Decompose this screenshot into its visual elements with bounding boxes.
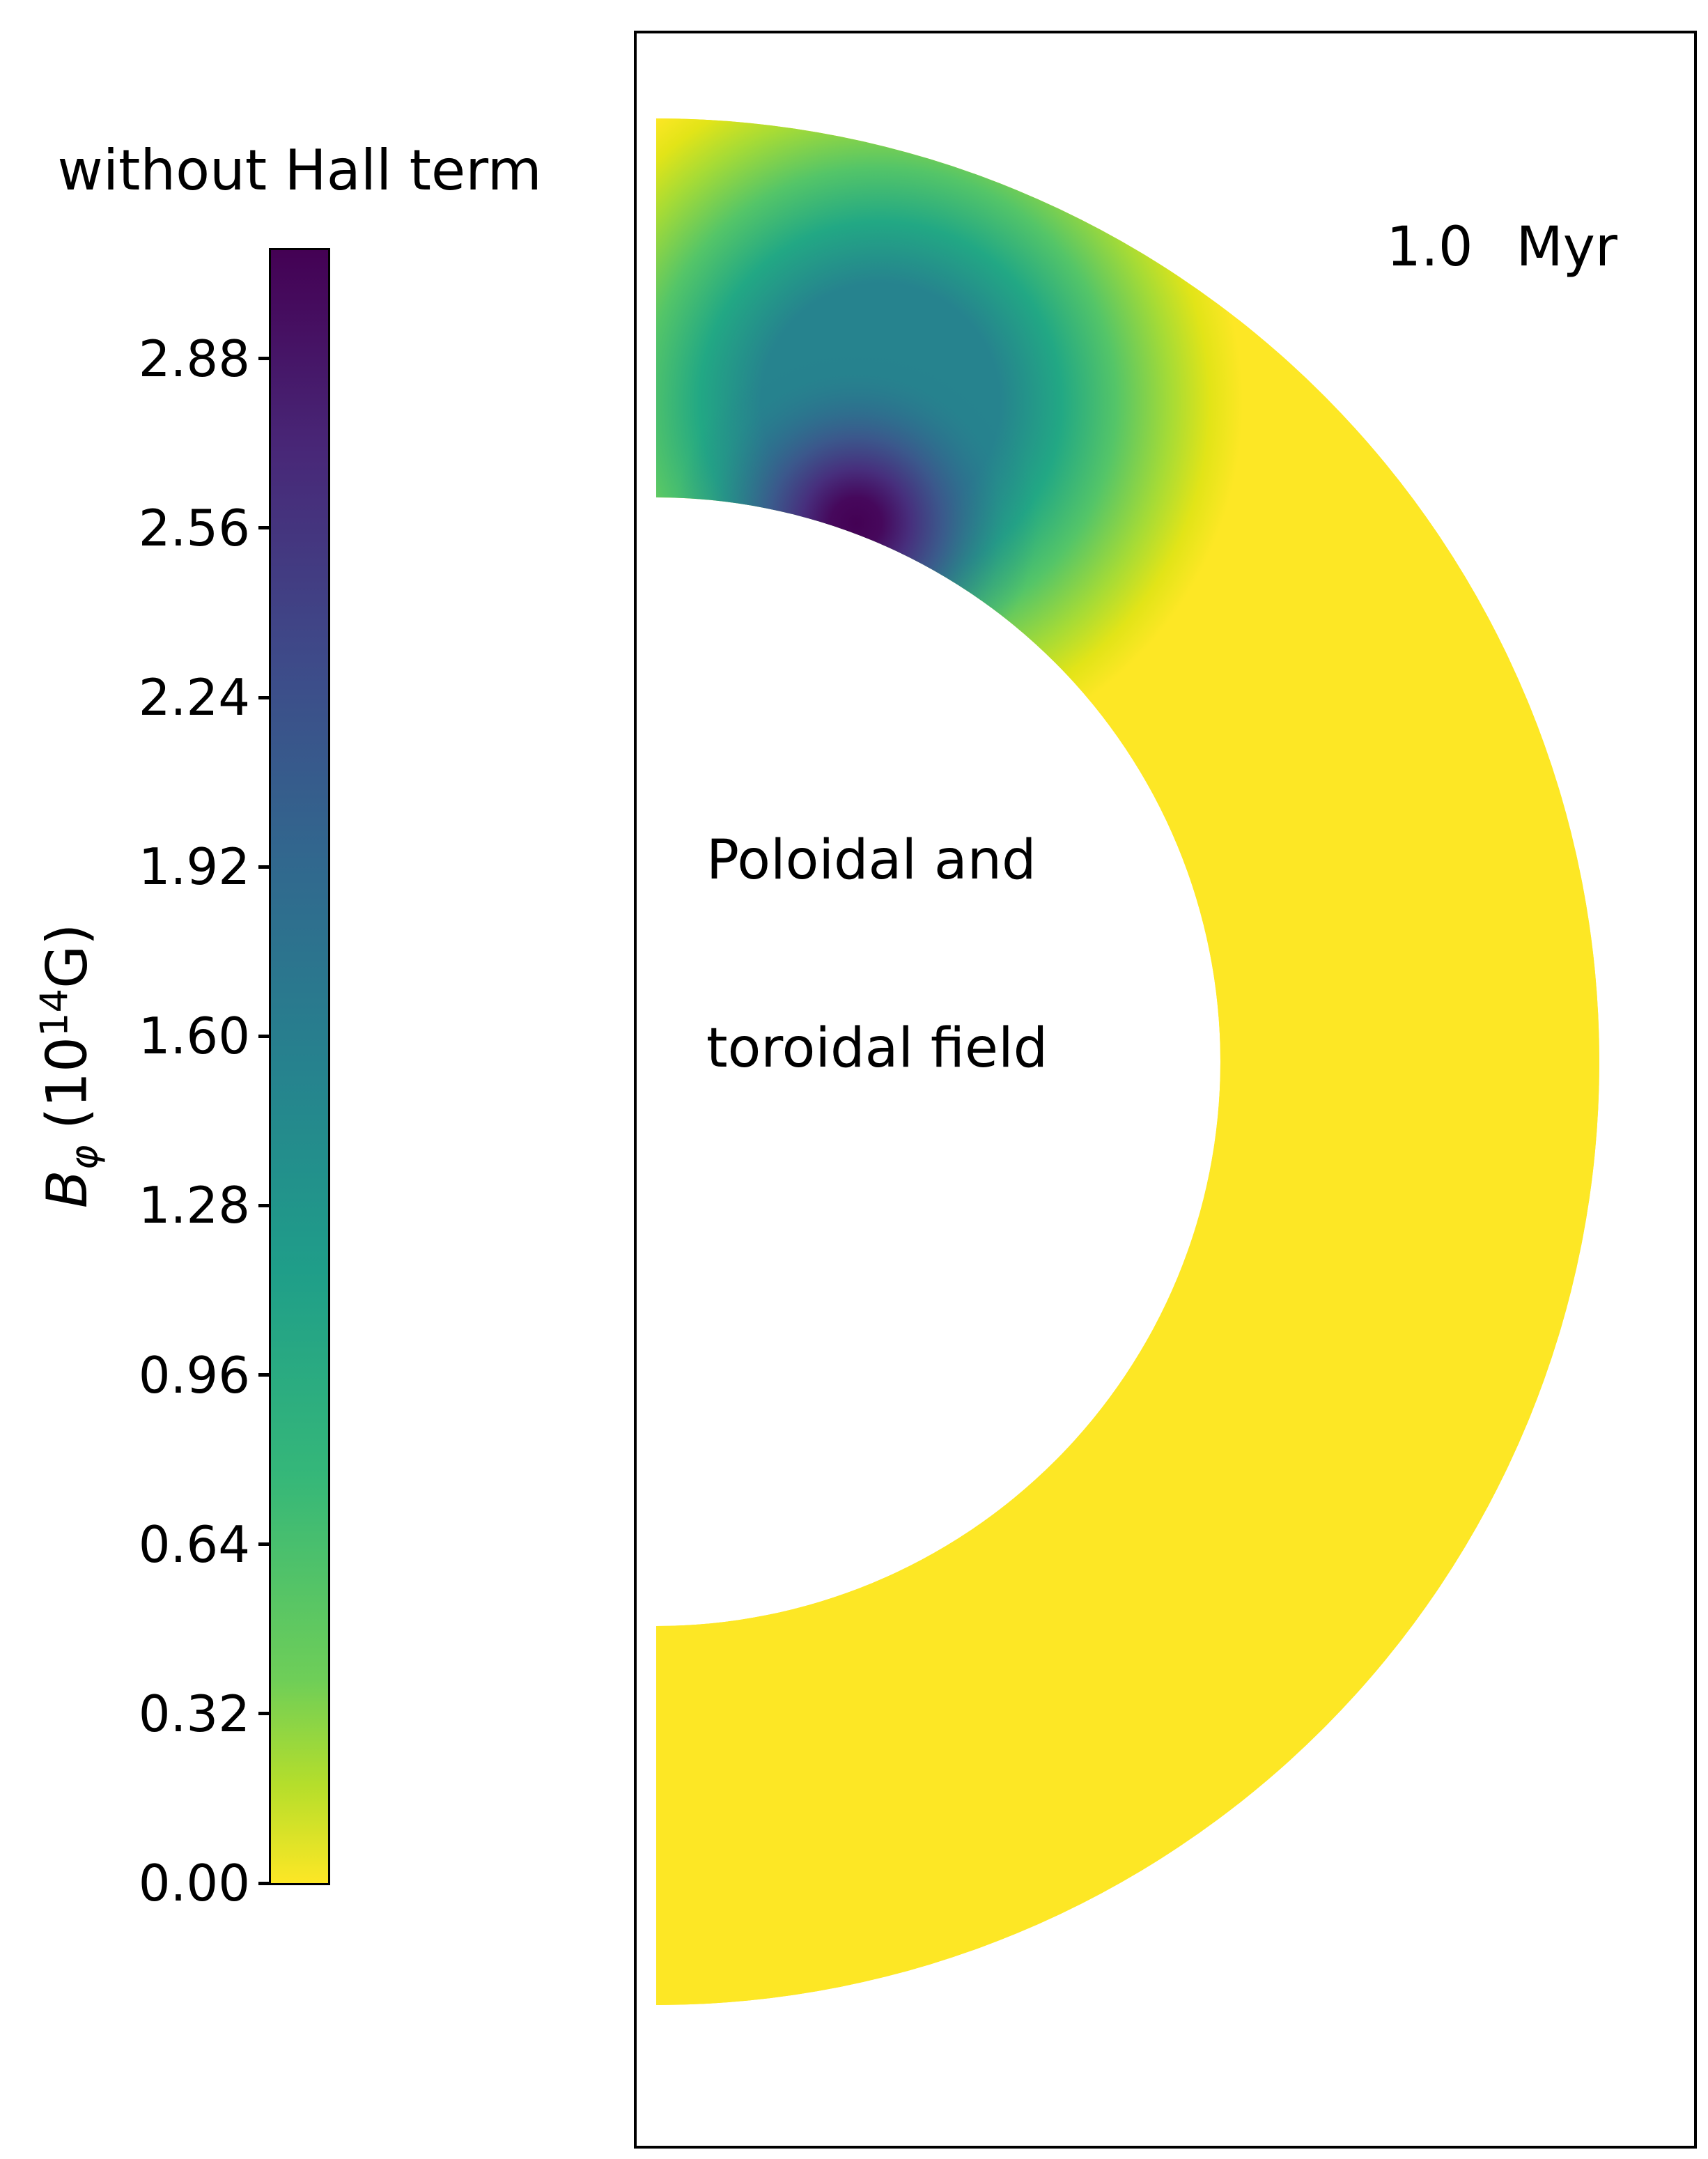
colorbar-tick-label: 0.32 <box>138 1684 250 1743</box>
colorbar-tick-label: 0.64 <box>138 1515 250 1574</box>
colorbar-tick-mark <box>258 1373 271 1377</box>
colorbar-axis-label: Bφ (1014G) <box>32 923 106 1209</box>
colorbar-tick-mark <box>258 1712 271 1716</box>
axis-label-subscript: φ <box>62 1145 106 1170</box>
plot-area: 1.0 Myr Poloidal and toroidal field <box>634 31 1697 2149</box>
colorbar-tick: 1.28 <box>139 1180 271 1230</box>
time-annotation: 1.0 Myr <box>1386 220 1617 274</box>
colorbar-tick: 2.24 <box>139 672 271 722</box>
colorbar-tick: 0.00 <box>139 1858 271 1908</box>
colorbar-tick: 0.32 <box>139 1689 271 1739</box>
axis-label-exponent: 14 <box>32 988 77 1037</box>
colorbar-tick: 2.88 <box>139 334 271 384</box>
colorbar-tick: 0.64 <box>139 1519 271 1570</box>
field-peak-core <box>656 118 1599 2005</box>
colorbar-tick: 1.60 <box>139 1011 271 1061</box>
colorbar-tick-mark <box>258 1203 271 1207</box>
colorbar-tick: 2.56 <box>139 503 271 553</box>
axis-label-symbol: B <box>34 1170 100 1209</box>
colorbar-tick: 1.92 <box>139 842 271 892</box>
colorbar-tick-mark <box>258 357 271 361</box>
colorbar-tick-label: 1.92 <box>138 837 250 897</box>
colorbar-tick-label: 2.24 <box>138 668 250 727</box>
colorbar-tick-mark <box>258 1881 271 1885</box>
colorbar-tick-mark <box>258 1542 271 1547</box>
colorbar-tick-mark <box>258 865 271 869</box>
colorbar-tick-label: 2.88 <box>138 329 250 388</box>
time-unit: Myr <box>1516 216 1617 279</box>
colorbar-tick-label: 0.00 <box>138 1854 250 1912</box>
colorbar-title: without Hall term <box>57 138 542 203</box>
colorbar-tick-mark <box>258 1034 271 1038</box>
time-value: 1.0 <box>1386 216 1473 279</box>
colorbar-tick-mark <box>258 526 271 530</box>
center-annotation-line2: toroidal field <box>706 1017 1048 1080</box>
colorbar-tick-label: 0.96 <box>138 1345 250 1404</box>
axis-label-close: G) <box>34 923 100 989</box>
colorbar-gradient: 2.88 2.56 2.24 1.92 1.60 1.28 0.96 0.64 … <box>139 248 330 1908</box>
crust-annulus <box>656 118 1599 2005</box>
colorbar-tick-label: 2.56 <box>138 498 250 557</box>
colorbar-tick-mark <box>258 695 271 699</box>
colorbar-tick-label: 1.60 <box>138 1007 250 1066</box>
center-annotation-line1: Poloidal and <box>706 829 1037 892</box>
axis-label-open: (10 <box>34 1037 100 1130</box>
crust-heatmap <box>656 118 1599 2005</box>
colorbar-tick: 0.96 <box>139 1350 271 1400</box>
colorbar-tick-label: 1.28 <box>138 1176 250 1235</box>
